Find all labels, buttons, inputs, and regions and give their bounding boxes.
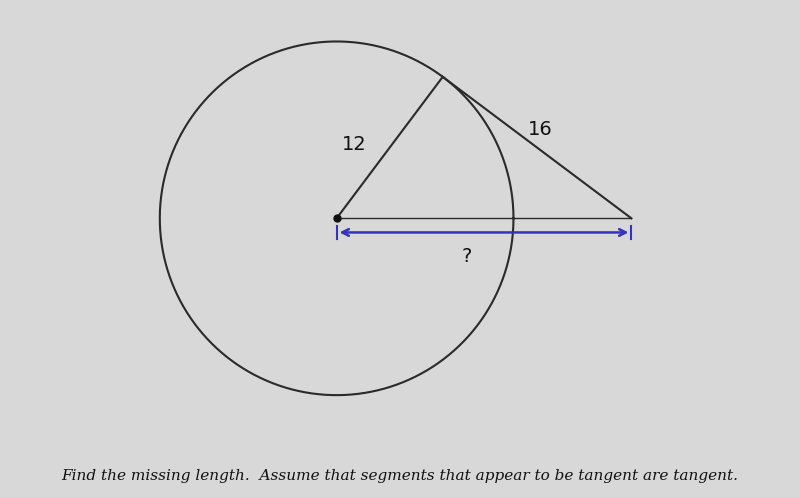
Text: Find the missing length.  Assume that segments that appear to be tangent are tan: Find the missing length. Assume that seg… xyxy=(62,469,738,483)
Text: 12: 12 xyxy=(342,134,366,153)
Text: 16: 16 xyxy=(528,121,553,139)
Text: ?: ? xyxy=(461,247,471,265)
